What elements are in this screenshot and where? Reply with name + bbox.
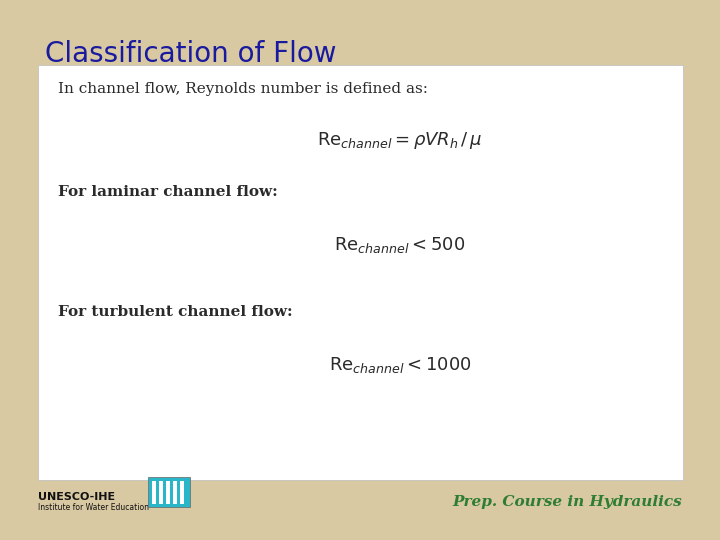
Text: $\mathrm{Re}_{channel} < 1000$: $\mathrm{Re}_{channel} < 1000$ bbox=[328, 355, 472, 375]
Bar bbox=[152, 481, 156, 504]
Text: In channel flow, Reynolds number is defined as:: In channel flow, Reynolds number is defi… bbox=[58, 82, 428, 96]
Text: Classification of Flow: Classification of Flow bbox=[45, 40, 336, 68]
Bar bbox=[166, 481, 170, 504]
Text: $\mathrm{Re}_{channel} < 500$: $\mathrm{Re}_{channel} < 500$ bbox=[334, 235, 466, 255]
Text: $\mathrm{Re}_{channel} = \rho VR_h\,/\,\mu$: $\mathrm{Re}_{channel} = \rho VR_h\,/\,\… bbox=[318, 130, 482, 151]
Text: Institute for Water Education: Institute for Water Education bbox=[38, 503, 149, 512]
Text: For laminar channel flow:: For laminar channel flow: bbox=[58, 185, 278, 199]
Bar bbox=[173, 481, 177, 504]
Bar bbox=[148, 477, 190, 507]
Bar bbox=[159, 481, 163, 504]
Text: UNESCO-IHE: UNESCO-IHE bbox=[38, 492, 115, 502]
Bar bbox=[38, 65, 683, 480]
Bar bbox=[180, 481, 184, 504]
Text: Prep. Course in Hydraulics: Prep. Course in Hydraulics bbox=[452, 495, 682, 509]
Text: For turbulent channel flow:: For turbulent channel flow: bbox=[58, 305, 292, 319]
